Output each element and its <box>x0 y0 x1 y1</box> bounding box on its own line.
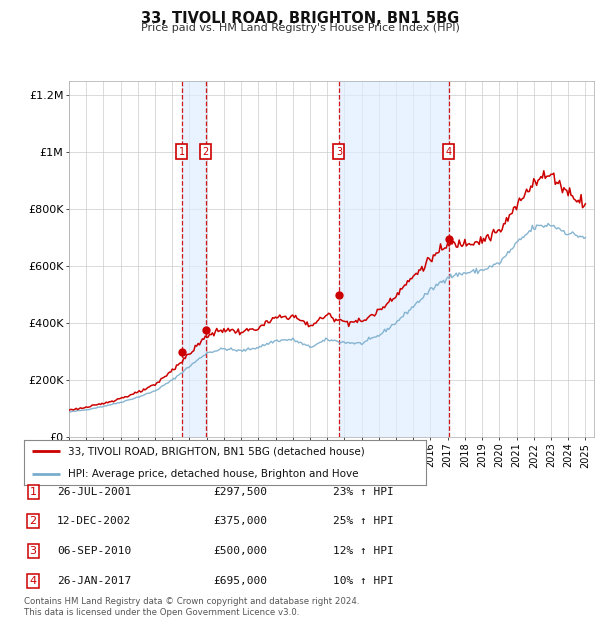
Text: HPI: Average price, detached house, Brighton and Hove: HPI: Average price, detached house, Brig… <box>68 469 359 479</box>
Text: 2: 2 <box>29 516 37 526</box>
Text: 3: 3 <box>336 147 342 157</box>
Text: 26-JUL-2001: 26-JUL-2001 <box>57 487 131 497</box>
Text: £695,000: £695,000 <box>213 576 267 586</box>
Text: £375,000: £375,000 <box>213 516 267 526</box>
Text: £500,000: £500,000 <box>213 546 267 556</box>
Text: 33, TIVOLI ROAD, BRIGHTON, BN1 5BG (detached house): 33, TIVOLI ROAD, BRIGHTON, BN1 5BG (deta… <box>68 446 365 456</box>
Text: 4: 4 <box>446 147 452 157</box>
Text: 1: 1 <box>179 147 185 157</box>
Text: £297,500: £297,500 <box>213 487 267 497</box>
Text: 26-JAN-2017: 26-JAN-2017 <box>57 576 131 586</box>
Text: 12% ↑ HPI: 12% ↑ HPI <box>333 546 394 556</box>
Text: 4: 4 <box>29 576 37 586</box>
Text: 33, TIVOLI ROAD, BRIGHTON, BN1 5BG: 33, TIVOLI ROAD, BRIGHTON, BN1 5BG <box>141 11 459 26</box>
Text: 12-DEC-2002: 12-DEC-2002 <box>57 516 131 526</box>
Text: 06-SEP-2010: 06-SEP-2010 <box>57 546 131 556</box>
Text: 2: 2 <box>203 147 209 157</box>
Text: 25% ↑ HPI: 25% ↑ HPI <box>333 516 394 526</box>
Text: 1: 1 <box>29 487 37 497</box>
Text: 10% ↑ HPI: 10% ↑ HPI <box>333 576 394 586</box>
Bar <box>182 81 206 437</box>
Text: Contains HM Land Registry data © Crown copyright and database right 2024.
This d: Contains HM Land Registry data © Crown c… <box>24 598 359 617</box>
Text: 23% ↑ HPI: 23% ↑ HPI <box>333 487 394 497</box>
Text: Price paid vs. HM Land Registry's House Price Index (HPI): Price paid vs. HM Land Registry's House … <box>140 23 460 33</box>
Bar <box>339 81 449 437</box>
Text: 3: 3 <box>29 546 37 556</box>
